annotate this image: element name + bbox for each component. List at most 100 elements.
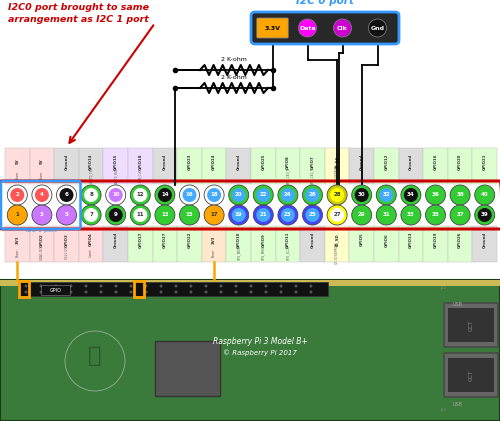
Circle shape — [302, 205, 322, 225]
Bar — [79, 226, 104, 262]
Bar — [128, 226, 152, 262]
Circle shape — [294, 290, 298, 293]
Text: ID_SD: ID_SD — [335, 233, 339, 246]
Bar — [104, 148, 128, 184]
Text: GPIO5: GPIO5 — [360, 233, 364, 246]
Text: GPIO: GPIO — [50, 288, 62, 293]
Circle shape — [108, 188, 122, 202]
Circle shape — [474, 185, 494, 205]
Text: Ground: Ground — [163, 154, 167, 170]
Text: I2C ID EEPROM: I2C ID EEPROM — [335, 242, 339, 264]
Circle shape — [32, 185, 52, 205]
Text: 15: 15 — [186, 213, 194, 218]
Text: Gnd: Gnd — [370, 26, 384, 30]
Text: Ground: Ground — [114, 232, 117, 248]
Circle shape — [204, 205, 224, 225]
Text: 29: 29 — [358, 213, 366, 218]
Circle shape — [174, 285, 178, 288]
Circle shape — [114, 285, 117, 288]
Circle shape — [190, 290, 192, 293]
Text: GPIO10: GPIO10 — [236, 232, 240, 248]
Circle shape — [24, 285, 28, 288]
Circle shape — [327, 205, 347, 225]
Circle shape — [160, 285, 162, 288]
Bar — [128, 148, 152, 184]
Bar — [202, 226, 226, 262]
Bar — [0, 280, 500, 421]
Circle shape — [280, 285, 282, 288]
Circle shape — [256, 208, 270, 222]
Text: 2 K-ohm: 2 K-ohm — [221, 75, 247, 80]
Circle shape — [158, 188, 172, 202]
Text: 3V3: 3V3 — [16, 235, 20, 244]
Bar — [300, 148, 325, 184]
Circle shape — [84, 290, 87, 293]
Circle shape — [130, 290, 132, 293]
Bar — [18, 282, 328, 296]
Circle shape — [10, 188, 24, 202]
Text: GPIO4: GPIO4 — [89, 233, 93, 246]
Text: 34: 34 — [407, 192, 415, 197]
Text: 11: 11 — [136, 213, 144, 218]
Text: 24: 24 — [284, 192, 292, 197]
Circle shape — [114, 290, 117, 293]
Circle shape — [144, 290, 148, 293]
Bar — [0, 280, 500, 286]
Text: I2C ID EEPROM: I2C ID EEPROM — [335, 164, 339, 186]
Text: 27: 27 — [334, 213, 341, 218]
Text: GPIO17: GPIO17 — [138, 232, 142, 248]
Text: Data: Data — [299, 26, 316, 30]
Circle shape — [106, 205, 126, 225]
Text: J12: J12 — [440, 286, 446, 290]
Text: 5: 5 — [64, 213, 68, 218]
Text: Ground: Ground — [482, 232, 486, 248]
Circle shape — [155, 185, 175, 205]
Text: 23: 23 — [284, 213, 292, 218]
Circle shape — [354, 188, 368, 202]
Circle shape — [428, 208, 442, 222]
Text: Ground: Ground — [409, 154, 413, 170]
Circle shape — [232, 208, 245, 222]
Circle shape — [180, 185, 200, 205]
Text: 38: 38 — [456, 192, 464, 197]
Circle shape — [8, 185, 28, 205]
Text: Raspberry Pi 3 Model B+: Raspberry Pi 3 Model B+ — [212, 336, 308, 346]
Text: 40: 40 — [481, 192, 488, 197]
Circle shape — [310, 290, 312, 293]
Bar — [5, 226, 29, 262]
Text: 5V: 5V — [16, 159, 20, 165]
Circle shape — [40, 285, 42, 288]
Text: GPIO2: GPIO2 — [40, 233, 44, 247]
Circle shape — [404, 208, 418, 222]
Text: Power: Power — [40, 171, 44, 179]
Circle shape — [278, 205, 298, 225]
Text: 21: 21 — [260, 213, 267, 218]
Text: 1-wire: 1-wire — [89, 248, 93, 257]
Text: GPIO26: GPIO26 — [458, 232, 462, 248]
Bar — [448, 308, 494, 342]
Bar — [104, 226, 128, 262]
Circle shape — [280, 290, 282, 293]
Bar — [448, 148, 472, 184]
Circle shape — [10, 208, 24, 222]
Circle shape — [250, 290, 252, 293]
Bar — [19, 281, 29, 297]
Circle shape — [294, 285, 298, 288]
Bar — [448, 226, 472, 262]
Circle shape — [330, 208, 344, 222]
Text: © Raspberry Pi 2017: © Raspberry Pi 2017 — [223, 350, 297, 356]
Circle shape — [160, 290, 162, 293]
Circle shape — [401, 205, 421, 225]
Bar — [374, 148, 398, 184]
Text: GPIO16: GPIO16 — [434, 153, 438, 170]
Text: 8: 8 — [89, 192, 93, 197]
Circle shape — [428, 188, 442, 202]
Circle shape — [228, 205, 248, 225]
Bar — [226, 148, 251, 184]
Circle shape — [207, 208, 221, 222]
Circle shape — [204, 285, 208, 288]
Circle shape — [254, 205, 274, 225]
Text: 36: 36 — [432, 192, 440, 197]
Text: SPI0_CE1_N: SPI0_CE1_N — [310, 166, 314, 184]
Text: 28: 28 — [334, 192, 341, 197]
